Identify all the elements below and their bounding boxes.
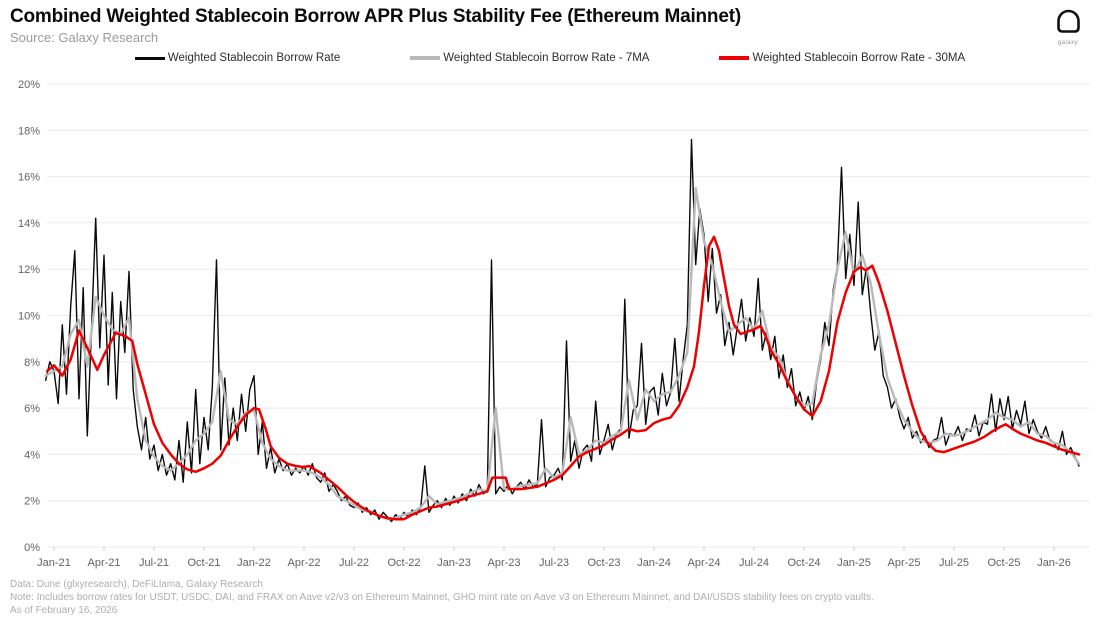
x-axis-tick-label: Jan-26 bbox=[1037, 557, 1071, 569]
y-axis-tick-label: 4% bbox=[24, 449, 40, 461]
x-axis-tick-label: Jan-21 bbox=[37, 557, 71, 569]
page-title: Combined Weighted Stablecoin Borrow APR … bbox=[10, 6, 741, 27]
x-axis-tick-label: Jul-25 bbox=[939, 557, 969, 569]
y-axis-tick-label: 8% bbox=[24, 357, 40, 369]
footnote-as-of-date: As of February 16, 2026 bbox=[10, 605, 118, 616]
x-axis-tick-label: Oct-25 bbox=[988, 557, 1021, 569]
legend-swatch-red-line bbox=[719, 56, 750, 60]
legend-item-borrow-rate-30ma: Weighted Stablecoin Borrow Rate - 30MA bbox=[719, 52, 965, 64]
y-axis-tick-label: 20% bbox=[18, 79, 40, 91]
legend-swatch-black-line bbox=[134, 56, 165, 60]
legend-item-borrow-rate: Weighted Stablecoin Borrow Rate bbox=[134, 52, 341, 64]
x-axis-tick-label: Jan-23 bbox=[437, 557, 471, 569]
x-axis-tick-label: Apr-24 bbox=[687, 557, 720, 569]
y-axis-tick-label: 18% bbox=[18, 125, 40, 137]
footnote-methodology: Note: Includes borrow rates for USDT, US… bbox=[10, 592, 874, 603]
x-axis-tick-label: Oct-21 bbox=[187, 557, 220, 569]
legend-swatch-gray-line bbox=[410, 56, 441, 60]
x-axis-tick-label: Jul-23 bbox=[539, 557, 569, 569]
x-axis-tick-label: Oct-24 bbox=[788, 557, 821, 569]
x-axis-tick-label: Oct-22 bbox=[387, 557, 420, 569]
x-axis-tick-label: Apr-22 bbox=[287, 557, 320, 569]
galaxy-logo-icon bbox=[1055, 9, 1082, 39]
y-axis-tick-label: 0% bbox=[24, 542, 40, 554]
series-line-borrow_7ma bbox=[44, 186, 1081, 521]
legend-label: Weighted Stablecoin Borrow Rate - 7MA bbox=[443, 52, 650, 64]
y-axis-tick-label: 14% bbox=[18, 218, 40, 230]
x-axis-tick-label: Apr-25 bbox=[888, 557, 921, 569]
legend-item-borrow-rate-7ma: Weighted Stablecoin Borrow Rate - 7MA bbox=[410, 52, 649, 64]
y-axis-tick-label: 2% bbox=[24, 496, 40, 508]
x-axis-tick-label: Apr-21 bbox=[87, 557, 120, 569]
chart-footnotes: Data: Dune (glxyresearch), DeFiLlama, Ga… bbox=[10, 578, 1090, 617]
x-axis-tick-label: Jul-21 bbox=[139, 557, 169, 569]
x-axis-tick-label: Jan-24 bbox=[637, 557, 671, 569]
y-axis-tick-label: 6% bbox=[24, 403, 40, 415]
series-line-borrow bbox=[45, 138, 1080, 523]
x-axis-tick-label: Jan-25 bbox=[837, 557, 871, 569]
legend-label: Weighted Stablecoin Borrow Rate bbox=[167, 52, 341, 64]
x-axis-tick-label: Apr-23 bbox=[487, 557, 520, 569]
chart-legend: Weighted Stablecoin Borrow Rate Weighted… bbox=[0, 52, 1100, 64]
x-axis-tick-label: Oct-23 bbox=[588, 557, 621, 569]
x-axis-tick-label: Jan-22 bbox=[237, 557, 271, 569]
y-axis-tick-label: 16% bbox=[18, 172, 40, 184]
legend-label: Weighted Stablecoin Borrow Rate - 30MA bbox=[752, 52, 966, 64]
source-caption: Source: Galaxy Research bbox=[10, 30, 159, 45]
galaxy-logo-caption: galaxy bbox=[1057, 40, 1079, 46]
galaxy-logo: galaxy bbox=[1048, 8, 1088, 46]
series-line-borrow_30ma bbox=[46, 235, 1081, 521]
x-axis-tick-label: Jul-24 bbox=[739, 557, 769, 569]
y-axis-tick-label: 10% bbox=[18, 311, 40, 323]
footnote-data-sources: Data: Dune (glxyresearch), DeFiLlama, Ga… bbox=[10, 579, 263, 590]
x-axis-tick-label: Jul-22 bbox=[339, 557, 369, 569]
y-axis-tick-label: 12% bbox=[18, 264, 40, 276]
